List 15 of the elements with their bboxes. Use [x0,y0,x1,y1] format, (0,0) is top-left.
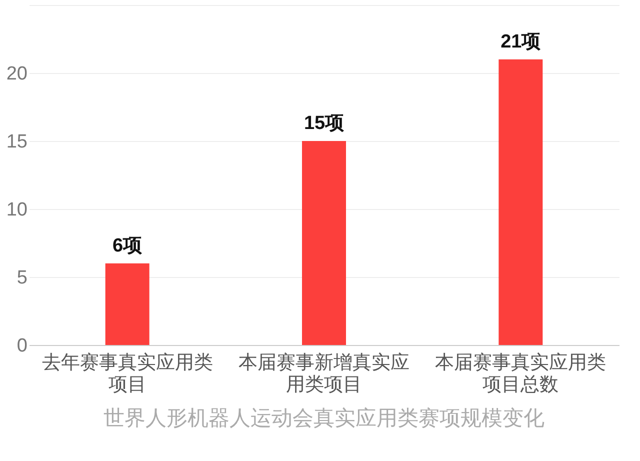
y-tick-label: 0 [16,336,28,356]
bar [105,263,150,345]
y-tick-label: 15 [6,132,28,152]
x-tick-label: 本届赛事新增真实应用类项目 [238,352,410,396]
data-label: 15项 [304,113,344,134]
x-tick-label: 去年赛事真实应用类项目 [42,352,213,396]
y-tick-label: 10 [6,200,28,220]
data-label: 6项 [112,235,142,256]
bar [498,59,543,345]
data-label: 21项 [500,31,541,52]
y-tick-label: 20 [6,64,28,84]
y-tick-label: 5 [16,268,28,288]
x-tick-label: 本届赛事真实应用类项目总数 [435,352,606,396]
text: 世界人形机器人运动会真实应用类赛项规模变化 [104,407,544,430]
bar [302,141,346,345]
